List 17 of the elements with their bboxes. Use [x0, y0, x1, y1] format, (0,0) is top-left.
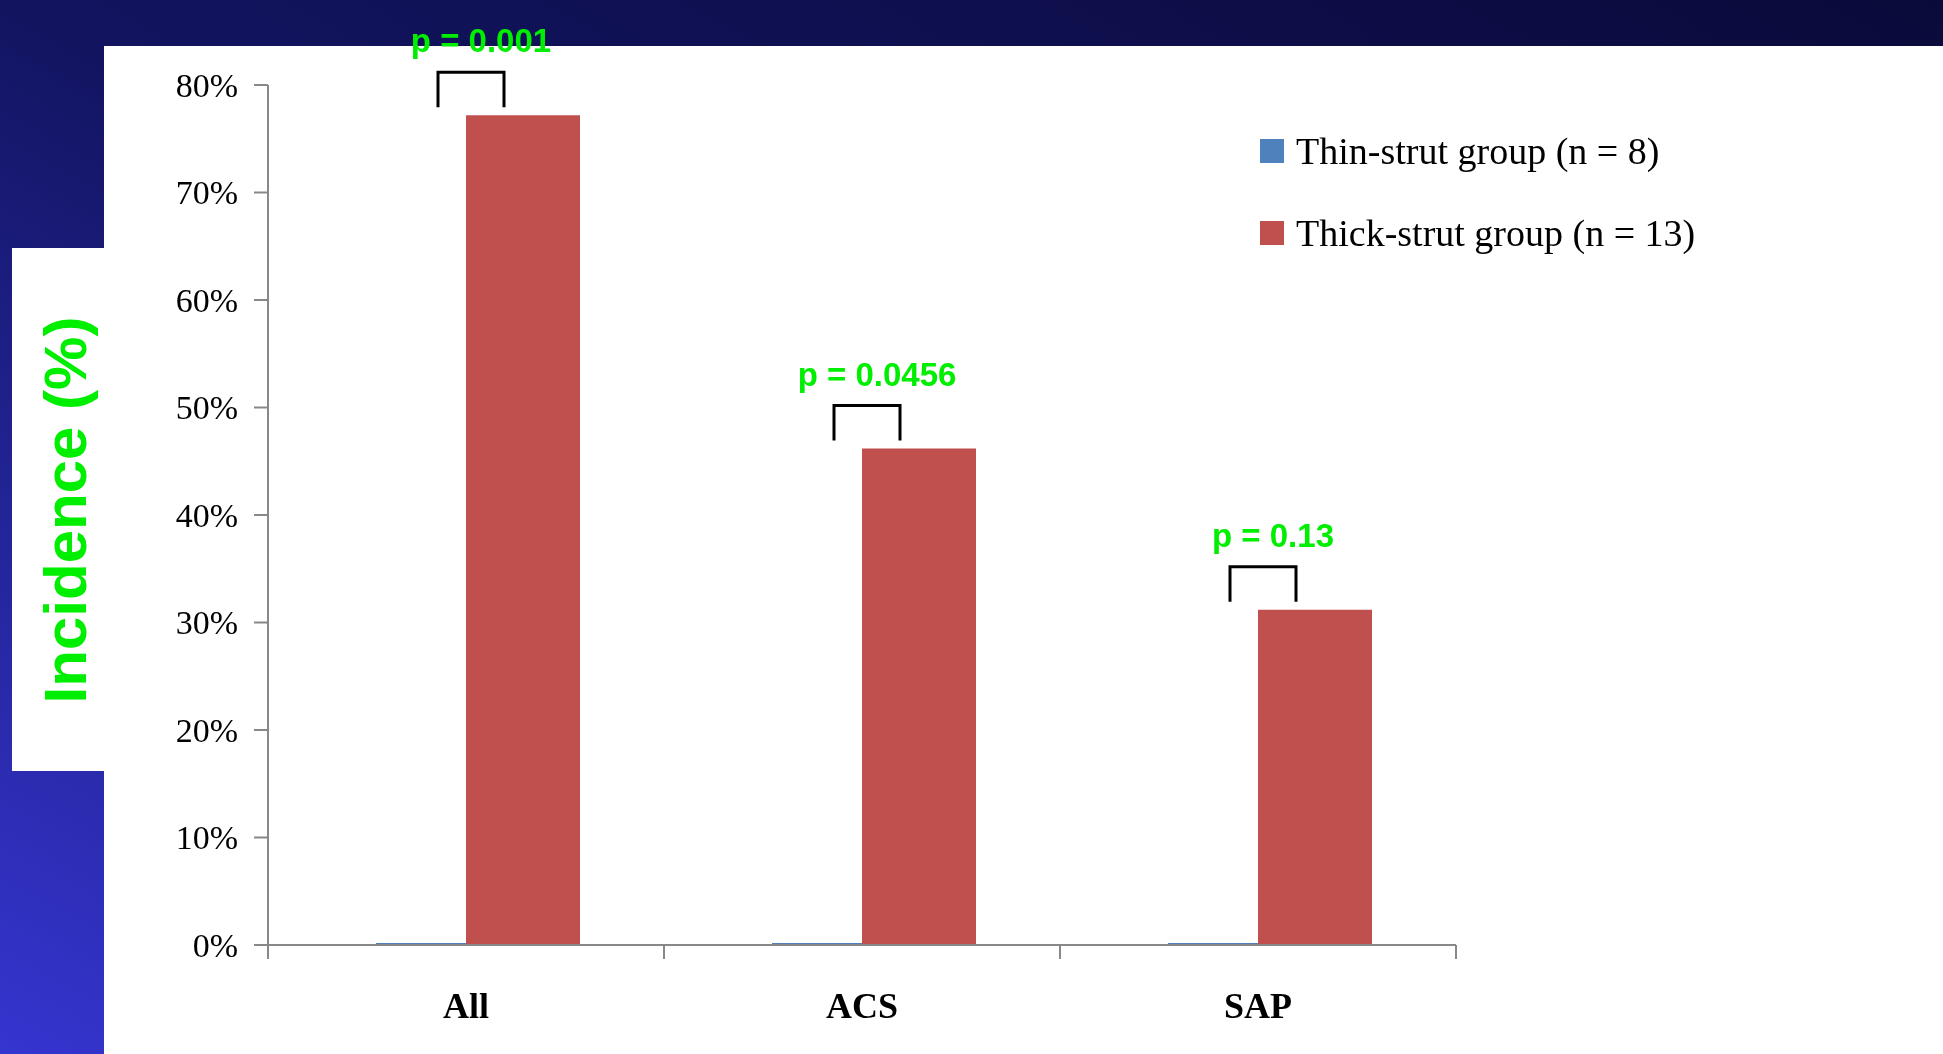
y-tick-label: 60%: [175, 281, 238, 319]
y-tick-label: 50%: [175, 389, 238, 427]
annotation: p = 0.0456: [797, 355, 957, 393]
x-tick-label: ACS: [825, 986, 899, 1026]
y-tick-label: 30%: [175, 604, 238, 642]
y-tick-label: 0%: [192, 926, 238, 964]
x-tick-label: All: [442, 986, 490, 1026]
y-tick-label: 80%: [175, 66, 238, 104]
legend-label: Thick-strut group (n = 13): [1296, 212, 1696, 256]
y-tick-label: 70%: [175, 174, 238, 212]
y-tick-label: 40%: [175, 496, 238, 534]
x-tick-label: SAP: [1223, 986, 1293, 1026]
annotation: p = 0.13: [1212, 516, 1334, 554]
y-tick-label: 20%: [175, 711, 238, 749]
y-axis-title: Incidence (%): [32, 316, 99, 704]
legend-label: Thin-strut group (n = 8): [1296, 130, 1660, 174]
y-tick-label: 10%: [175, 819, 238, 857]
